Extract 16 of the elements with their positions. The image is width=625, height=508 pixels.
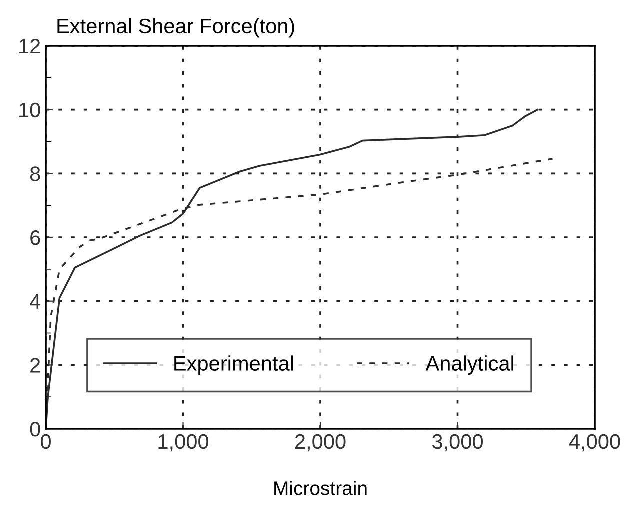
x-tick-label: 4,000	[569, 434, 620, 452]
legend-label: Experimental	[174, 356, 294, 376]
y-tick-label: 0	[30, 422, 40, 437]
y-axis-title: External Shear Force(ton)	[58, 18, 294, 38]
x-tick-label: 2,000	[295, 434, 346, 452]
x-tick-label: 3,000	[432, 434, 484, 452]
y-tick-label: 12	[20, 39, 40, 54]
x-tick-label: 0	[41, 434, 51, 450]
y-tick-label: 10	[20, 102, 40, 118]
y-tick-label: 6	[30, 230, 40, 246]
x-tick-label: 1,000	[158, 434, 209, 452]
y-tick-label: 8	[30, 166, 40, 182]
x-axis-title: Microstrain	[274, 481, 367, 496]
legend-label: Analytical	[426, 356, 514, 376]
y-tick-label: 2	[30, 358, 40, 373]
y-tick-label: 4	[30, 294, 41, 309]
